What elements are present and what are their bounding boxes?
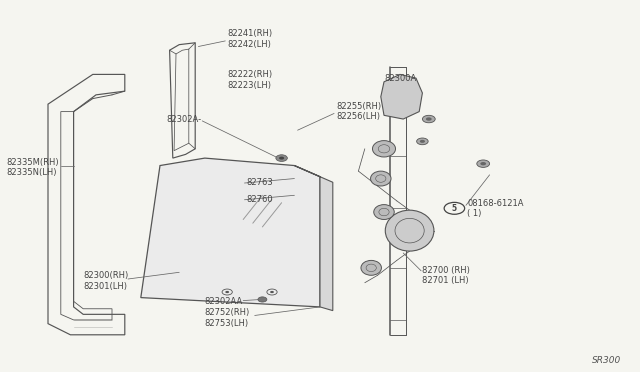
- Circle shape: [258, 297, 267, 302]
- Circle shape: [279, 157, 284, 160]
- Ellipse shape: [385, 210, 434, 251]
- Circle shape: [276, 155, 287, 161]
- Text: 82255(RH)
82256(LH): 82255(RH) 82256(LH): [336, 102, 381, 121]
- Circle shape: [417, 138, 428, 145]
- Circle shape: [480, 162, 486, 165]
- Ellipse shape: [371, 171, 391, 186]
- Text: 5: 5: [452, 204, 457, 213]
- Polygon shape: [294, 166, 333, 311]
- Text: 82763: 82763: [246, 178, 273, 187]
- Text: 82222(RH)
82223(LH): 82222(RH) 82223(LH): [227, 70, 273, 90]
- Circle shape: [225, 291, 229, 293]
- Circle shape: [420, 140, 425, 143]
- Text: 82300(RH)
82301(LH): 82300(RH) 82301(LH): [83, 271, 129, 291]
- Text: 82241(RH)
82242(LH): 82241(RH) 82242(LH): [227, 29, 273, 49]
- Circle shape: [426, 117, 432, 121]
- Text: 08168-6121A
( 1): 08168-6121A ( 1): [467, 199, 524, 218]
- Text: 82752(RH)
82753(LH): 82752(RH) 82753(LH): [205, 308, 250, 328]
- Ellipse shape: [374, 205, 394, 219]
- Polygon shape: [141, 158, 320, 307]
- Text: 82300A: 82300A: [384, 74, 416, 83]
- Ellipse shape: [372, 141, 396, 157]
- Ellipse shape: [361, 260, 381, 275]
- Text: 82700 (RH)
82701 (LH): 82700 (RH) 82701 (LH): [422, 266, 470, 285]
- Text: 82335M(RH)
82335N(LH): 82335M(RH) 82335N(LH): [6, 158, 59, 177]
- Circle shape: [422, 115, 435, 123]
- Text: 82302A-: 82302A-: [166, 115, 202, 124]
- Circle shape: [270, 291, 274, 293]
- Text: 82760: 82760: [246, 195, 273, 203]
- Text: 82302AA: 82302AA: [205, 297, 243, 306]
- Circle shape: [477, 160, 490, 167]
- Text: SR300: SR300: [591, 356, 621, 365]
- Polygon shape: [381, 74, 422, 119]
